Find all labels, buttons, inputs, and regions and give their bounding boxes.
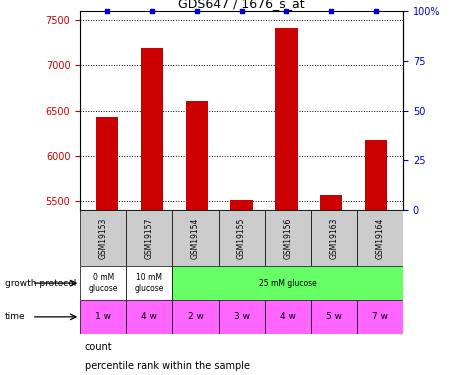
Point: [193, 8, 201, 14]
Text: 5 w: 5 w: [326, 312, 342, 321]
Text: GSM19163: GSM19163: [329, 217, 338, 259]
Text: 10 mM
glucose: 10 mM glucose: [135, 273, 164, 293]
Text: GSM19164: GSM19164: [376, 217, 384, 259]
Bar: [126, 300, 172, 334]
Text: 1 w: 1 w: [95, 312, 111, 321]
Text: count: count: [85, 342, 112, 352]
Text: 4 w: 4 w: [280, 312, 296, 321]
Bar: [80, 210, 126, 266]
Bar: [275, 27, 298, 375]
Text: GSM19153: GSM19153: [99, 217, 108, 259]
Point: [372, 8, 380, 14]
Bar: [172, 300, 218, 334]
Point: [283, 8, 290, 14]
Bar: [357, 300, 403, 334]
Text: percentile rank within the sample: percentile rank within the sample: [85, 361, 250, 370]
Bar: [265, 210, 311, 266]
Bar: [141, 48, 163, 375]
Bar: [172, 210, 218, 266]
Text: 3 w: 3 w: [234, 312, 250, 321]
Text: 0 mM
glucose: 0 mM glucose: [88, 273, 118, 293]
Bar: [126, 266, 172, 300]
Text: 25 mM glucose: 25 mM glucose: [259, 279, 316, 288]
Text: time: time: [5, 312, 25, 321]
Text: growth protocol: growth protocol: [5, 279, 76, 288]
Bar: [218, 210, 265, 266]
Bar: [311, 300, 357, 334]
Bar: [311, 210, 357, 266]
Bar: [230, 200, 253, 375]
Title: GDS647 / 1676_s_at: GDS647 / 1676_s_at: [178, 0, 305, 10]
Bar: [365, 141, 387, 375]
Bar: [126, 210, 172, 266]
Bar: [357, 210, 403, 266]
Text: 2 w: 2 w: [187, 312, 203, 321]
Bar: [265, 300, 311, 334]
Text: GSM19156: GSM19156: [283, 217, 292, 259]
Bar: [320, 195, 343, 375]
Bar: [218, 300, 265, 334]
Point: [148, 8, 156, 14]
Bar: [185, 101, 208, 375]
Text: 4 w: 4 w: [142, 312, 157, 321]
Text: GSM19154: GSM19154: [191, 217, 200, 259]
Bar: [80, 266, 126, 300]
Text: GSM19157: GSM19157: [145, 217, 154, 259]
Bar: [80, 300, 126, 334]
Text: GSM19155: GSM19155: [237, 217, 246, 259]
Point: [327, 8, 335, 14]
Point: [238, 8, 245, 14]
Bar: [172, 266, 403, 300]
Text: 7 w: 7 w: [372, 312, 388, 321]
Bar: [96, 117, 118, 375]
Point: [104, 8, 111, 14]
